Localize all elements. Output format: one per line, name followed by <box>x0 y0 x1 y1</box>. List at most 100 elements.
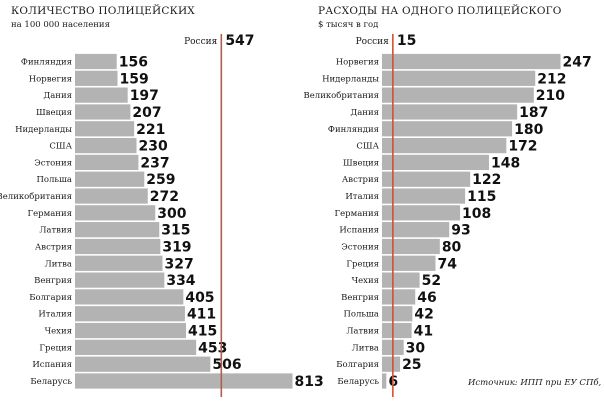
right-category-label-5: Финляндия <box>328 125 379 135</box>
left-reference-label: Россия <box>184 37 218 47</box>
left-bar-13 <box>75 255 163 271</box>
left-value-label-16: 411 <box>187 307 216 323</box>
left-bar-20 <box>75 373 293 389</box>
left-value-label-6: 230 <box>139 139 168 155</box>
left-bar-19 <box>75 356 211 372</box>
left-bar-1 <box>75 53 117 70</box>
left-value-label-4: 207 <box>132 105 161 121</box>
right-category-label-10: Германия <box>335 209 379 219</box>
right-category-label-14: Чехия <box>352 276 379 286</box>
left-chart-subtitle: на 100 000 населения <box>11 20 110 30</box>
left-value-label-17: 415 <box>188 324 217 340</box>
right-bar-7 <box>382 154 489 171</box>
left-category-label-12: Австрия <box>35 242 72 252</box>
right-value-label-19: 25 <box>402 357 421 373</box>
right-bar-10 <box>382 205 461 221</box>
right-category-label-3: Великобритания <box>304 90 379 101</box>
right-bar-19 <box>382 356 401 372</box>
left-value-label-2: 159 <box>120 71 149 87</box>
left-bar-5 <box>75 121 135 137</box>
right-value-label-15: 46 <box>417 290 436 306</box>
right-value-label-10: 108 <box>462 206 491 222</box>
right-value-label-3: 210 <box>536 88 565 104</box>
left-bar-14 <box>75 272 165 288</box>
right-value-label-6: 172 <box>508 139 537 155</box>
left-bar-11 <box>75 222 160 238</box>
right-bar-15 <box>382 289 416 305</box>
right-value-label-1: 247 <box>563 55 592 71</box>
left-category-label-1: Финляндия <box>21 58 72 68</box>
right-value-label-18: 30 <box>406 340 426 356</box>
left-category-label-18: Греция <box>39 343 72 353</box>
right-bar-6 <box>382 137 507 154</box>
right-bar-14 <box>382 272 420 288</box>
right-bar-12 <box>382 238 440 255</box>
right-chart-title: РАСХОДЫ НА ОДНОГО ПОЛИЦЕЙСКОГО <box>318 5 562 17</box>
left-value-label-11: 315 <box>161 223 190 239</box>
right-bar-8 <box>382 171 471 187</box>
left-value-label-12: 319 <box>162 239 191 255</box>
left-value-label-18: 453 <box>198 340 227 356</box>
left-value-label-19: 506 <box>212 357 241 373</box>
right-value-label-7: 148 <box>491 155 520 171</box>
right-value-label-4: 187 <box>519 105 548 121</box>
left-value-label-8: 259 <box>146 172 175 188</box>
right-category-label-11: Испания <box>339 226 379 236</box>
left-bar-4 <box>75 104 131 120</box>
right-bar-9 <box>382 188 466 204</box>
right-bar-11 <box>382 222 450 238</box>
left-bar-8 <box>75 171 145 187</box>
left-category-label-9: Великобритания <box>0 191 72 202</box>
left-bar-16 <box>75 306 185 322</box>
right-value-label-14: 52 <box>422 273 441 289</box>
right-reference-label: Россия <box>356 37 390 47</box>
right-value-label-2: 212 <box>537 71 566 87</box>
left-category-label-14: Венгрия <box>34 276 72 286</box>
right-bar-13 <box>382 255 436 271</box>
right-value-label-12: 80 <box>442 239 462 255</box>
left-value-label-10: 300 <box>157 206 186 222</box>
right-bar-5 <box>382 121 513 137</box>
left-bar-6 <box>75 137 137 154</box>
right-bar-16 <box>382 306 413 322</box>
right-chart-subtitle: $ тысяч в год <box>318 20 379 30</box>
left-value-label-5: 221 <box>136 122 165 138</box>
right-category-label-2: Нидерланды <box>322 74 379 84</box>
left-category-label-11: Латвия <box>39 226 72 236</box>
right-bar-20 <box>382 373 387 389</box>
left-bar-7 <box>75 154 139 171</box>
left-category-label-15: Болгария <box>29 293 72 303</box>
left-bar-18 <box>75 339 197 355</box>
right-value-label-9: 115 <box>467 189 496 205</box>
right-category-label-16: Польша <box>343 310 379 320</box>
right-category-label-12: Эстония <box>341 242 379 252</box>
left-bar-9 <box>75 188 148 204</box>
right-reference-value: 15 <box>397 33 416 49</box>
right-category-label-8: Австрия <box>342 175 379 185</box>
left-category-label-3: Дания <box>43 91 72 101</box>
source-note: Источник: ИПП при ЕУ СПб, 2013 <box>468 378 604 388</box>
right-category-label-15: Венгрия <box>341 293 379 303</box>
left-bar-15 <box>75 289 184 305</box>
left-category-label-16: Италия <box>38 310 72 320</box>
left-category-label-17: Чехия <box>45 327 72 337</box>
right-value-label-11: 93 <box>451 223 470 239</box>
left-bar-10 <box>75 205 156 221</box>
left-category-label-4: Швеция <box>36 108 72 118</box>
left-bar-17 <box>75 322 187 339</box>
right-bar-1 <box>382 53 561 70</box>
left-reference-value: 547 <box>225 33 254 49</box>
left-category-label-5: Нидерланды <box>15 125 72 135</box>
left-value-label-20: 813 <box>294 374 323 390</box>
left-category-label-7: Эстония <box>34 158 72 168</box>
left-bar-12 <box>75 238 161 255</box>
right-category-label-6: США <box>356 142 379 152</box>
right-category-label-9: Италия <box>345 192 379 202</box>
left-category-label-6: США <box>49 142 72 152</box>
right-category-label-4: Дания <box>350 108 379 118</box>
left-value-label-9: 272 <box>150 189 179 205</box>
right-category-label-20: Беларусь <box>337 377 379 387</box>
right-bar-2 <box>382 70 536 86</box>
